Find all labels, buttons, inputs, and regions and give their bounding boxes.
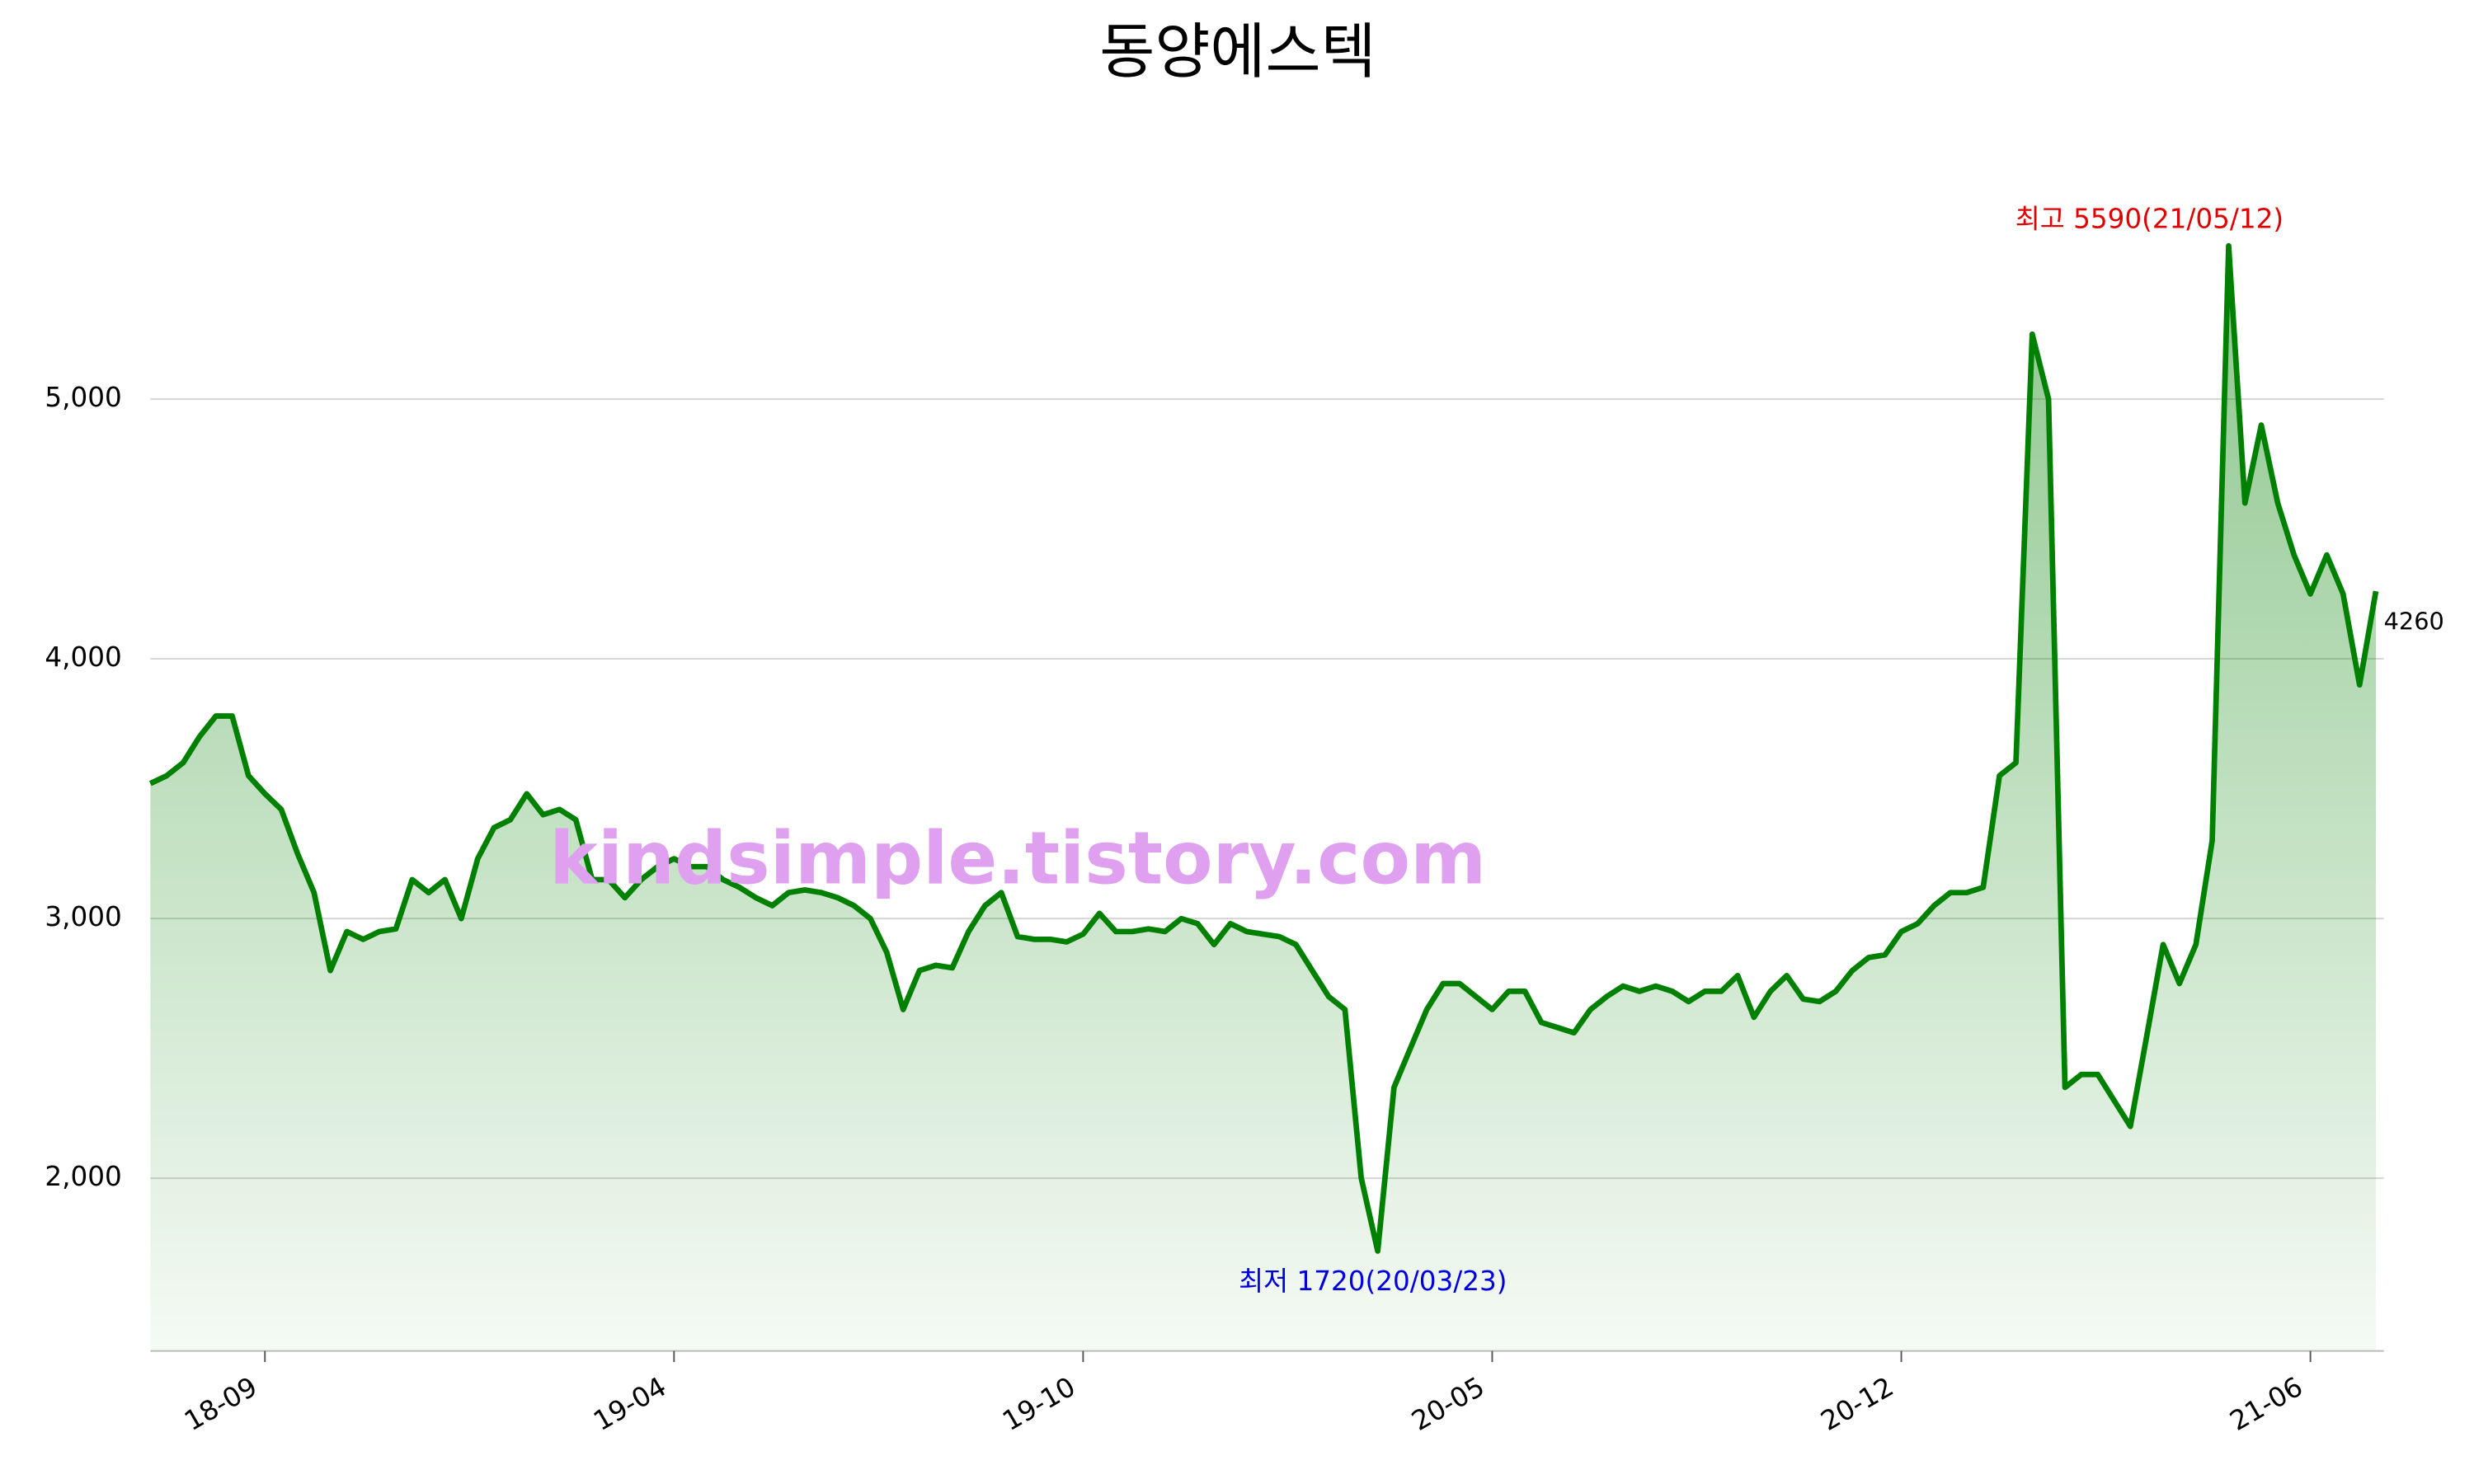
y-tick-label: 3,000 <box>45 901 121 932</box>
max-label: 최고 5590(21/05/12) <box>2015 203 2284 234</box>
min-label: 최저 1720(20/03/23) <box>1239 1266 1507 1297</box>
y-tick-label: 2,000 <box>45 1161 121 1192</box>
last-value-label: 4260 <box>2384 608 2444 636</box>
x-tick-label: 20-12 <box>1815 1371 1898 1437</box>
area <box>150 246 2376 1351</box>
watermark: kindsimple.tistory.com <box>549 815 1486 900</box>
x-tick-label: 21-06 <box>2225 1371 2308 1437</box>
y-tick-label: 5,000 <box>45 382 121 413</box>
x-tick-label: 20-05 <box>1406 1371 1489 1437</box>
y-tick-label: 4,000 <box>45 641 121 673</box>
chart-title: 동양에스텍 <box>1099 16 1376 87</box>
line <box>148 242 2379 1254</box>
x-tick-label: 18-09 <box>179 1371 262 1437</box>
x-tick-label: 19-04 <box>588 1371 671 1437</box>
x-tick-label: 19-10 <box>997 1371 1080 1437</box>
